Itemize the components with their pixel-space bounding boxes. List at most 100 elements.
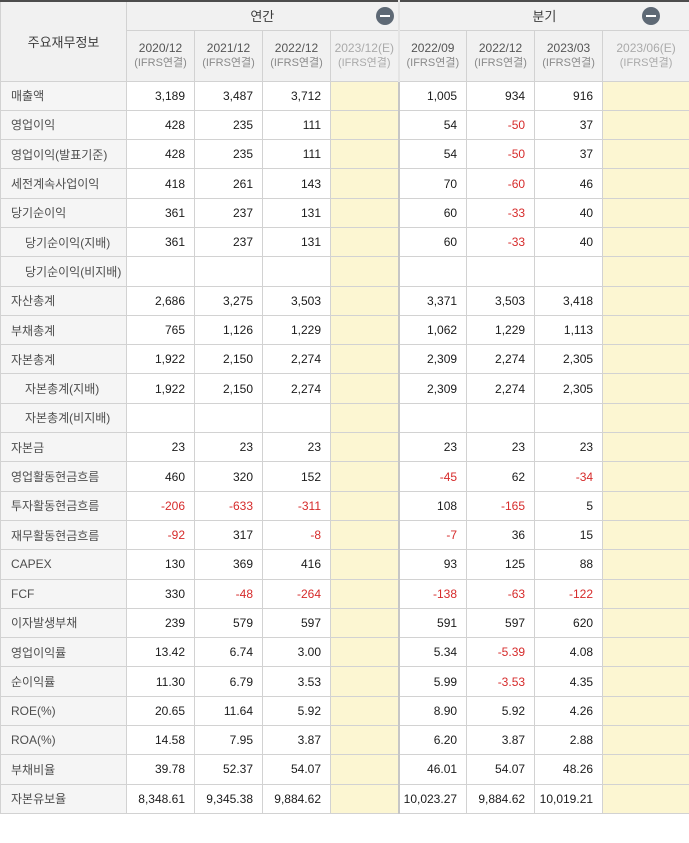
column-period-label: 2021/12: [206, 41, 251, 55]
table-row: 자본총계(지배) 1,922 2,150 2,274 2,309 2,274 2,305: [0, 373, 689, 404]
data-cell: -50: [466, 109, 536, 141]
data-cell: 597: [262, 607, 331, 639]
table-row: 영업활동현금흐름 460 320 152 -45 62 -34: [0, 461, 689, 492]
data-cell: [602, 402, 689, 434]
data-cell: 62: [466, 461, 536, 492]
data-cell: [602, 695, 689, 727]
row-label: 자산총계: [0, 285, 127, 316]
row-label: 매출액: [0, 80, 127, 111]
data-cell: 40: [534, 226, 604, 258]
column-basis-label: (IFRS연결): [202, 57, 255, 69]
data-cell: [602, 256, 689, 287]
data-cell: [602, 344, 689, 375]
data-cell: 23: [194, 432, 263, 463]
data-cell: 361: [126, 197, 195, 228]
column-period-label: 2023/12(E): [334, 41, 394, 55]
data-cell: 2.88: [534, 725, 604, 756]
quarter-group-label: 분기: [532, 9, 557, 25]
data-cell: 1,005: [397, 80, 468, 111]
data-cell: -311: [262, 490, 331, 521]
table-row: 매출액 3,189 3,487 3,712 1,005 934 916: [0, 80, 689, 111]
column-basis-label: (IFRS연결): [474, 57, 527, 69]
data-cell: 40: [534, 197, 604, 228]
table-row: 당기순이익(지배) 361 237 131 60 -33 40: [0, 226, 689, 258]
data-cell: 5.34: [397, 637, 468, 668]
data-cell: [602, 637, 689, 668]
table-row: 부채비율 39.78 52.37 54.07 46.01 54.07 48.26: [0, 754, 689, 785]
data-cell: -8: [262, 519, 331, 551]
data-cell: -48: [194, 578, 263, 609]
data-cell: 60: [397, 226, 468, 258]
data-cell: [262, 402, 331, 434]
data-cell: [602, 490, 689, 521]
data-cell: -138: [397, 578, 468, 609]
table-row: CAPEX 130 369 416 93 125 88: [0, 549, 689, 580]
data-cell: [602, 373, 689, 404]
column-basis-label: (IFRS연결): [337, 57, 391, 69]
data-cell: [602, 549, 689, 580]
data-cell: [329, 285, 400, 316]
data-cell: -7: [397, 519, 468, 551]
annual-group-header: 연간: [125, 0, 400, 31]
data-cell: 2,274: [466, 373, 536, 404]
data-cell: 8.90: [397, 695, 468, 727]
data-cell: 3.87: [262, 725, 331, 756]
data-cell: 52.37: [194, 754, 263, 785]
data-cell: 9,884.62: [466, 783, 536, 814]
data-cell: 111: [262, 109, 331, 141]
data-cell: 20.65: [126, 695, 195, 727]
data-cell: 46: [534, 168, 604, 199]
table-row: 당기순이익(비지배): [0, 256, 689, 287]
data-cell: 3,503: [262, 285, 331, 316]
data-cell: 1,922: [126, 373, 195, 404]
data-cell: [534, 256, 604, 287]
data-cell: 111: [262, 139, 331, 170]
data-cell: 60: [397, 197, 468, 228]
row-label: 자본유보율: [0, 783, 127, 814]
data-cell: [602, 314, 689, 346]
data-cell: 11.30: [126, 666, 195, 697]
row-label: 당기순이익(지배): [0, 226, 127, 258]
data-cell: [329, 461, 400, 492]
data-cell: [602, 80, 689, 111]
column-period-label: 2023/03: [546, 41, 591, 55]
data-cell: -34: [534, 461, 604, 492]
data-cell: [534, 402, 604, 434]
data-cell: 2,274: [262, 344, 331, 375]
data-cell: 125: [466, 549, 536, 580]
data-cell: [602, 226, 689, 258]
data-cell: [329, 725, 400, 756]
data-cell: 579: [194, 607, 263, 639]
column-basis-label: (IFRS연결): [406, 57, 460, 69]
quarter-collapse-minus-icon[interactable]: [642, 6, 661, 25]
column-header-row: 2020/12 (IFRS연결) 2021/12 (IFRS연결) 2022/12 (IF…: [1, 29, 689, 82]
data-cell: 1,113: [534, 314, 604, 346]
data-cell: 143: [262, 168, 331, 199]
row-label: 자본총계(지배): [0, 373, 127, 404]
data-cell: 10,023.27: [397, 783, 468, 814]
data-cell: 6.79: [194, 666, 263, 697]
data-cell: 37: [534, 109, 604, 141]
data-cell: [329, 226, 400, 258]
data-cell: [602, 168, 689, 199]
table-row: ROA(%) 14.58 7.95 3.87 6.20 3.87 2.88: [0, 725, 689, 756]
row-label: 자본총계(비지배): [0, 402, 127, 434]
data-cell: [602, 461, 689, 492]
row-label: 영업활동현금흐름: [0, 461, 127, 492]
data-cell: 23: [466, 432, 536, 463]
data-cell: 237: [194, 197, 263, 228]
data-cell: 39.78: [126, 754, 195, 785]
annual-collapse-minus-icon[interactable]: [375, 6, 394, 25]
column-header: 2023/12(E) (IFRS연결): [329, 29, 400, 82]
data-cell: 2,686: [126, 285, 195, 316]
data-cell: 237: [194, 226, 263, 258]
data-cell: [602, 607, 689, 639]
data-cell: 428: [126, 109, 195, 141]
row-label: 자본총계: [0, 344, 127, 375]
data-cell: [466, 402, 536, 434]
data-cell: 330: [126, 578, 195, 609]
data-cell: 1,126: [194, 314, 263, 346]
column-period-label: 2022/09: [411, 41, 455, 55]
data-cell: [329, 666, 400, 697]
column-period-label: 2022/12: [478, 41, 523, 55]
